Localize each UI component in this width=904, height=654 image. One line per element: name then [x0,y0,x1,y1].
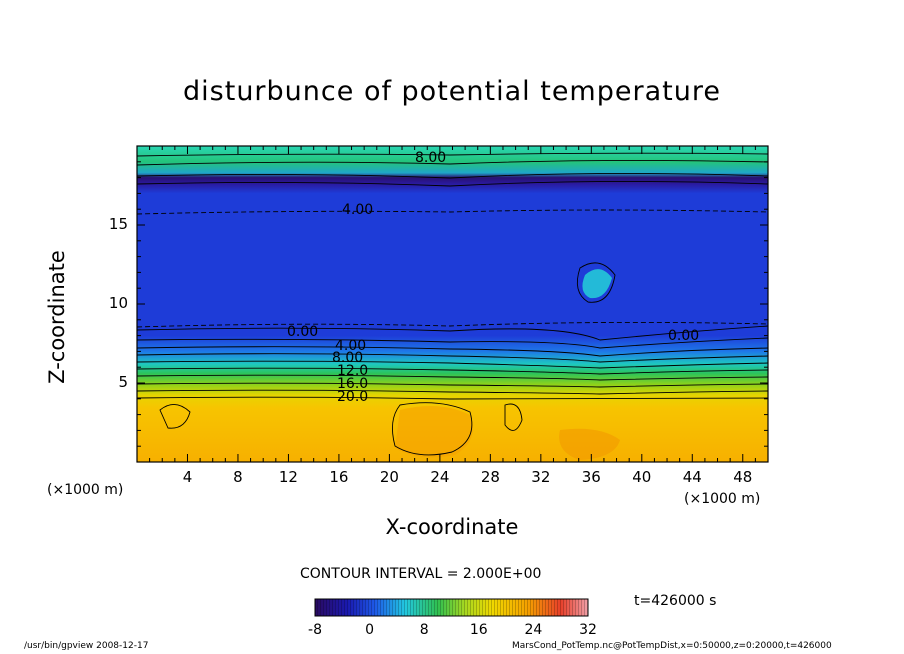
x-tick-label: 44 [682,468,702,486]
x-tick-label: 40 [632,468,652,486]
x-tick-label: 24 [430,468,450,486]
x-tick-label: 32 [531,468,551,486]
x-tick-label: 36 [581,468,601,486]
contour-label: 4.00 [342,202,373,218]
x-tick-label: 20 [379,468,399,486]
warm-patch [559,428,620,460]
anomaly-patch [582,269,612,299]
x-tick-label: 16 [329,468,349,486]
x-tick-marks [149,146,756,462]
colorbar-tick-label: 32 [579,622,597,638]
y-axis-label: Z-coordinate [45,250,69,384]
contour-label: 12.0 [337,363,368,379]
contour-label: 8.00 [332,350,363,366]
footer-left: /usr/bin/gpview 2008-12-17 [24,641,149,651]
colorbar-tick-label: -8 [308,622,322,638]
chart-title: disturbunce of potential temperature [183,76,721,107]
x-tick-label: 28 [480,468,500,486]
y-tick-label: 10 [108,294,128,312]
contour-label: 8.00 [415,150,446,166]
contour-label-group: 8.00 4.00 0.00 0.00 4.00 8.00 12.0 16.0 … [287,150,699,405]
x-tick-label: 4 [182,468,193,486]
x-axis-label: X-coordinate [385,515,519,539]
y-tick-marks [137,161,768,447]
contour-lines [136,152,769,456]
contour-label: 20.0 [337,389,368,405]
x-tick-label: 12 [278,468,298,486]
x-tick-label: 48 [733,468,753,486]
x-unit-right: (×1000 m) [684,491,761,507]
contour-label: 4.00 [335,338,366,354]
colorbar-stripes [315,599,588,616]
x-unit-left: (×1000 m) [47,482,124,498]
y-tick-label: 15 [108,215,128,233]
y-tick-label: 5 [118,373,128,391]
x-tick-label: 8 [233,468,243,486]
colorbar-tick-label: 16 [469,622,488,638]
colorbar-tick-label: 24 [524,622,543,638]
colorbar-tick-label: 8 [419,622,429,638]
colorbar-tick-label: 0 [365,622,375,638]
contour-label: 0.00 [668,328,699,344]
contour-label: 0.00 [287,324,318,340]
contour-interval: CONTOUR INTERVAL = 2.000E+00 [300,566,542,582]
footer-right: MarsCond_PotTemp.nc@PotTempDist,x=0:5000… [512,641,832,651]
contour-label: 16.0 [337,376,368,392]
warm-patch [395,406,473,458]
time-label: t=426000 s [634,593,717,609]
